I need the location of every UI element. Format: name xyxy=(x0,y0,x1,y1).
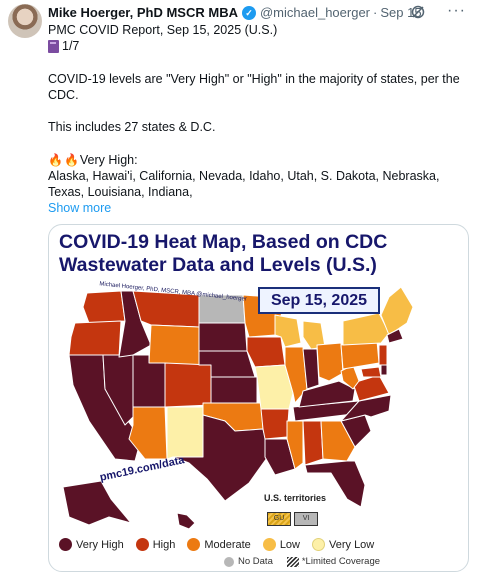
us-heat-map xyxy=(62,286,414,530)
legend-swatch xyxy=(312,538,325,551)
book-icon xyxy=(48,39,59,53)
author-name[interactable]: Mike Hoerger, PhD MSCR MBA xyxy=(48,5,238,20)
legend-label: Very Low xyxy=(329,538,375,551)
map-date-badge: Sep 15, 2025 xyxy=(258,287,380,314)
state-oregon xyxy=(68,320,122,358)
avatar[interactable] xyxy=(8,4,42,38)
legend-label: Low xyxy=(279,538,300,551)
legend-item-high: High xyxy=(135,538,176,551)
legend-item-moderate: Moderate xyxy=(187,538,251,551)
state-new-mexico xyxy=(166,406,204,460)
tweet-line-2: 1/7 xyxy=(48,38,79,54)
state-louisiana xyxy=(264,438,296,476)
territory-vi: VI xyxy=(294,512,318,526)
legend-hatch-icon xyxy=(286,556,299,567)
state-south-dakota xyxy=(198,322,248,352)
state-connecticut xyxy=(386,328,404,344)
state-delaware xyxy=(380,364,388,376)
legend-limited-label: *Limited Coverage xyxy=(301,556,381,567)
state-georgia xyxy=(320,420,356,462)
legend-item-very-high: Very High xyxy=(59,538,124,551)
tweet-header: Mike Hoerger, PhD MSCR MBA ✓ @michael_ho… xyxy=(48,5,422,20)
state-wyoming xyxy=(148,324,200,366)
legend-swatch xyxy=(135,538,149,551)
state-iowa xyxy=(246,336,286,368)
separator-dot: · xyxy=(373,5,378,20)
legend-label: Moderate xyxy=(204,538,251,551)
legend-swatch xyxy=(187,538,201,551)
state-texas xyxy=(172,414,270,502)
more-options-icon[interactable]: ··· xyxy=(447,2,466,19)
thread-count: 1/7 xyxy=(62,39,80,53)
show-more-link[interactable]: Show more xyxy=(48,201,112,215)
tweet-line-4: CDC. xyxy=(48,88,79,102)
state-new-york xyxy=(342,312,390,346)
state-arkansas xyxy=(260,408,290,440)
state-ohio xyxy=(316,342,344,382)
state-hawaii xyxy=(176,512,196,530)
tweet-date[interactable]: Sep 15 xyxy=(380,5,422,20)
legend-item-very-low: Very Low xyxy=(312,538,374,551)
media-card[interactable]: COVID-19 Heat Map, Based on CDC Wastewat… xyxy=(48,224,469,572)
legend-swatch-no-data xyxy=(224,556,234,567)
map-title: COVID-19 Heat Map, Based on CDC Wastewat… xyxy=(59,231,439,277)
legend-label: High xyxy=(152,538,176,551)
territories-title: U.S. territories xyxy=(264,493,327,503)
legend-no-data-label: No Data xyxy=(238,556,273,567)
fire-icon: 🔥 xyxy=(63,153,79,167)
fire-icon: 🔥 xyxy=(48,153,63,167)
territory-gu: GU xyxy=(267,512,291,526)
tweet-line-8: Texas, Louisiana, Indiana, xyxy=(48,185,193,199)
legend-swatch xyxy=(59,538,72,551)
verified-badge-icon: ✓ xyxy=(241,5,256,20)
tweet-line-1: PMC COVID Report, Sep 15, 2025 (U.S.) xyxy=(48,23,278,37)
state-alaska xyxy=(62,480,132,526)
state-utah xyxy=(132,354,166,408)
state-new-jersey xyxy=(378,344,388,366)
grok-icon[interactable] xyxy=(410,4,426,20)
state-kansas xyxy=(210,376,258,404)
map-title-line-1: COVID-19 Heat Map, Based on CDC xyxy=(59,231,388,253)
state-north-carolina xyxy=(340,394,392,422)
tweet-line-5: This includes 27 states & D.C. xyxy=(48,120,216,134)
tweet-line-3: COVID-19 levels are "Very High" or "High… xyxy=(48,72,460,86)
state-illinois xyxy=(284,346,308,404)
tweet-line-7: Alaska, Hawai'i, California, Nevada, Ida… xyxy=(48,169,440,183)
legend-item-low: Low xyxy=(262,538,300,551)
very-high-heading: Very High: xyxy=(79,153,138,167)
state-alabama xyxy=(302,420,324,466)
author-handle[interactable]: @michael_hoerger xyxy=(259,5,371,20)
tweet-line-6: 🔥 🔥 Very High: xyxy=(48,152,138,168)
state-indiana xyxy=(302,348,320,390)
state-florida xyxy=(304,460,366,508)
state-maryland xyxy=(360,366,382,378)
map-legend-secondary: No Data *Limited Coverage xyxy=(224,556,380,567)
map-title-line-2: Wastewater Data and Levels (U.S.) xyxy=(59,254,377,276)
state-mississippi xyxy=(286,420,304,470)
map-legend: Very High High Moderate Low Very Low xyxy=(59,538,386,551)
state-arizona xyxy=(128,406,168,460)
state-kentucky xyxy=(298,380,356,408)
legend-label: Very High xyxy=(76,538,124,551)
state-colorado xyxy=(164,362,212,408)
state-washington xyxy=(82,290,126,324)
legend-swatch xyxy=(262,538,276,551)
state-new-england xyxy=(380,286,414,336)
